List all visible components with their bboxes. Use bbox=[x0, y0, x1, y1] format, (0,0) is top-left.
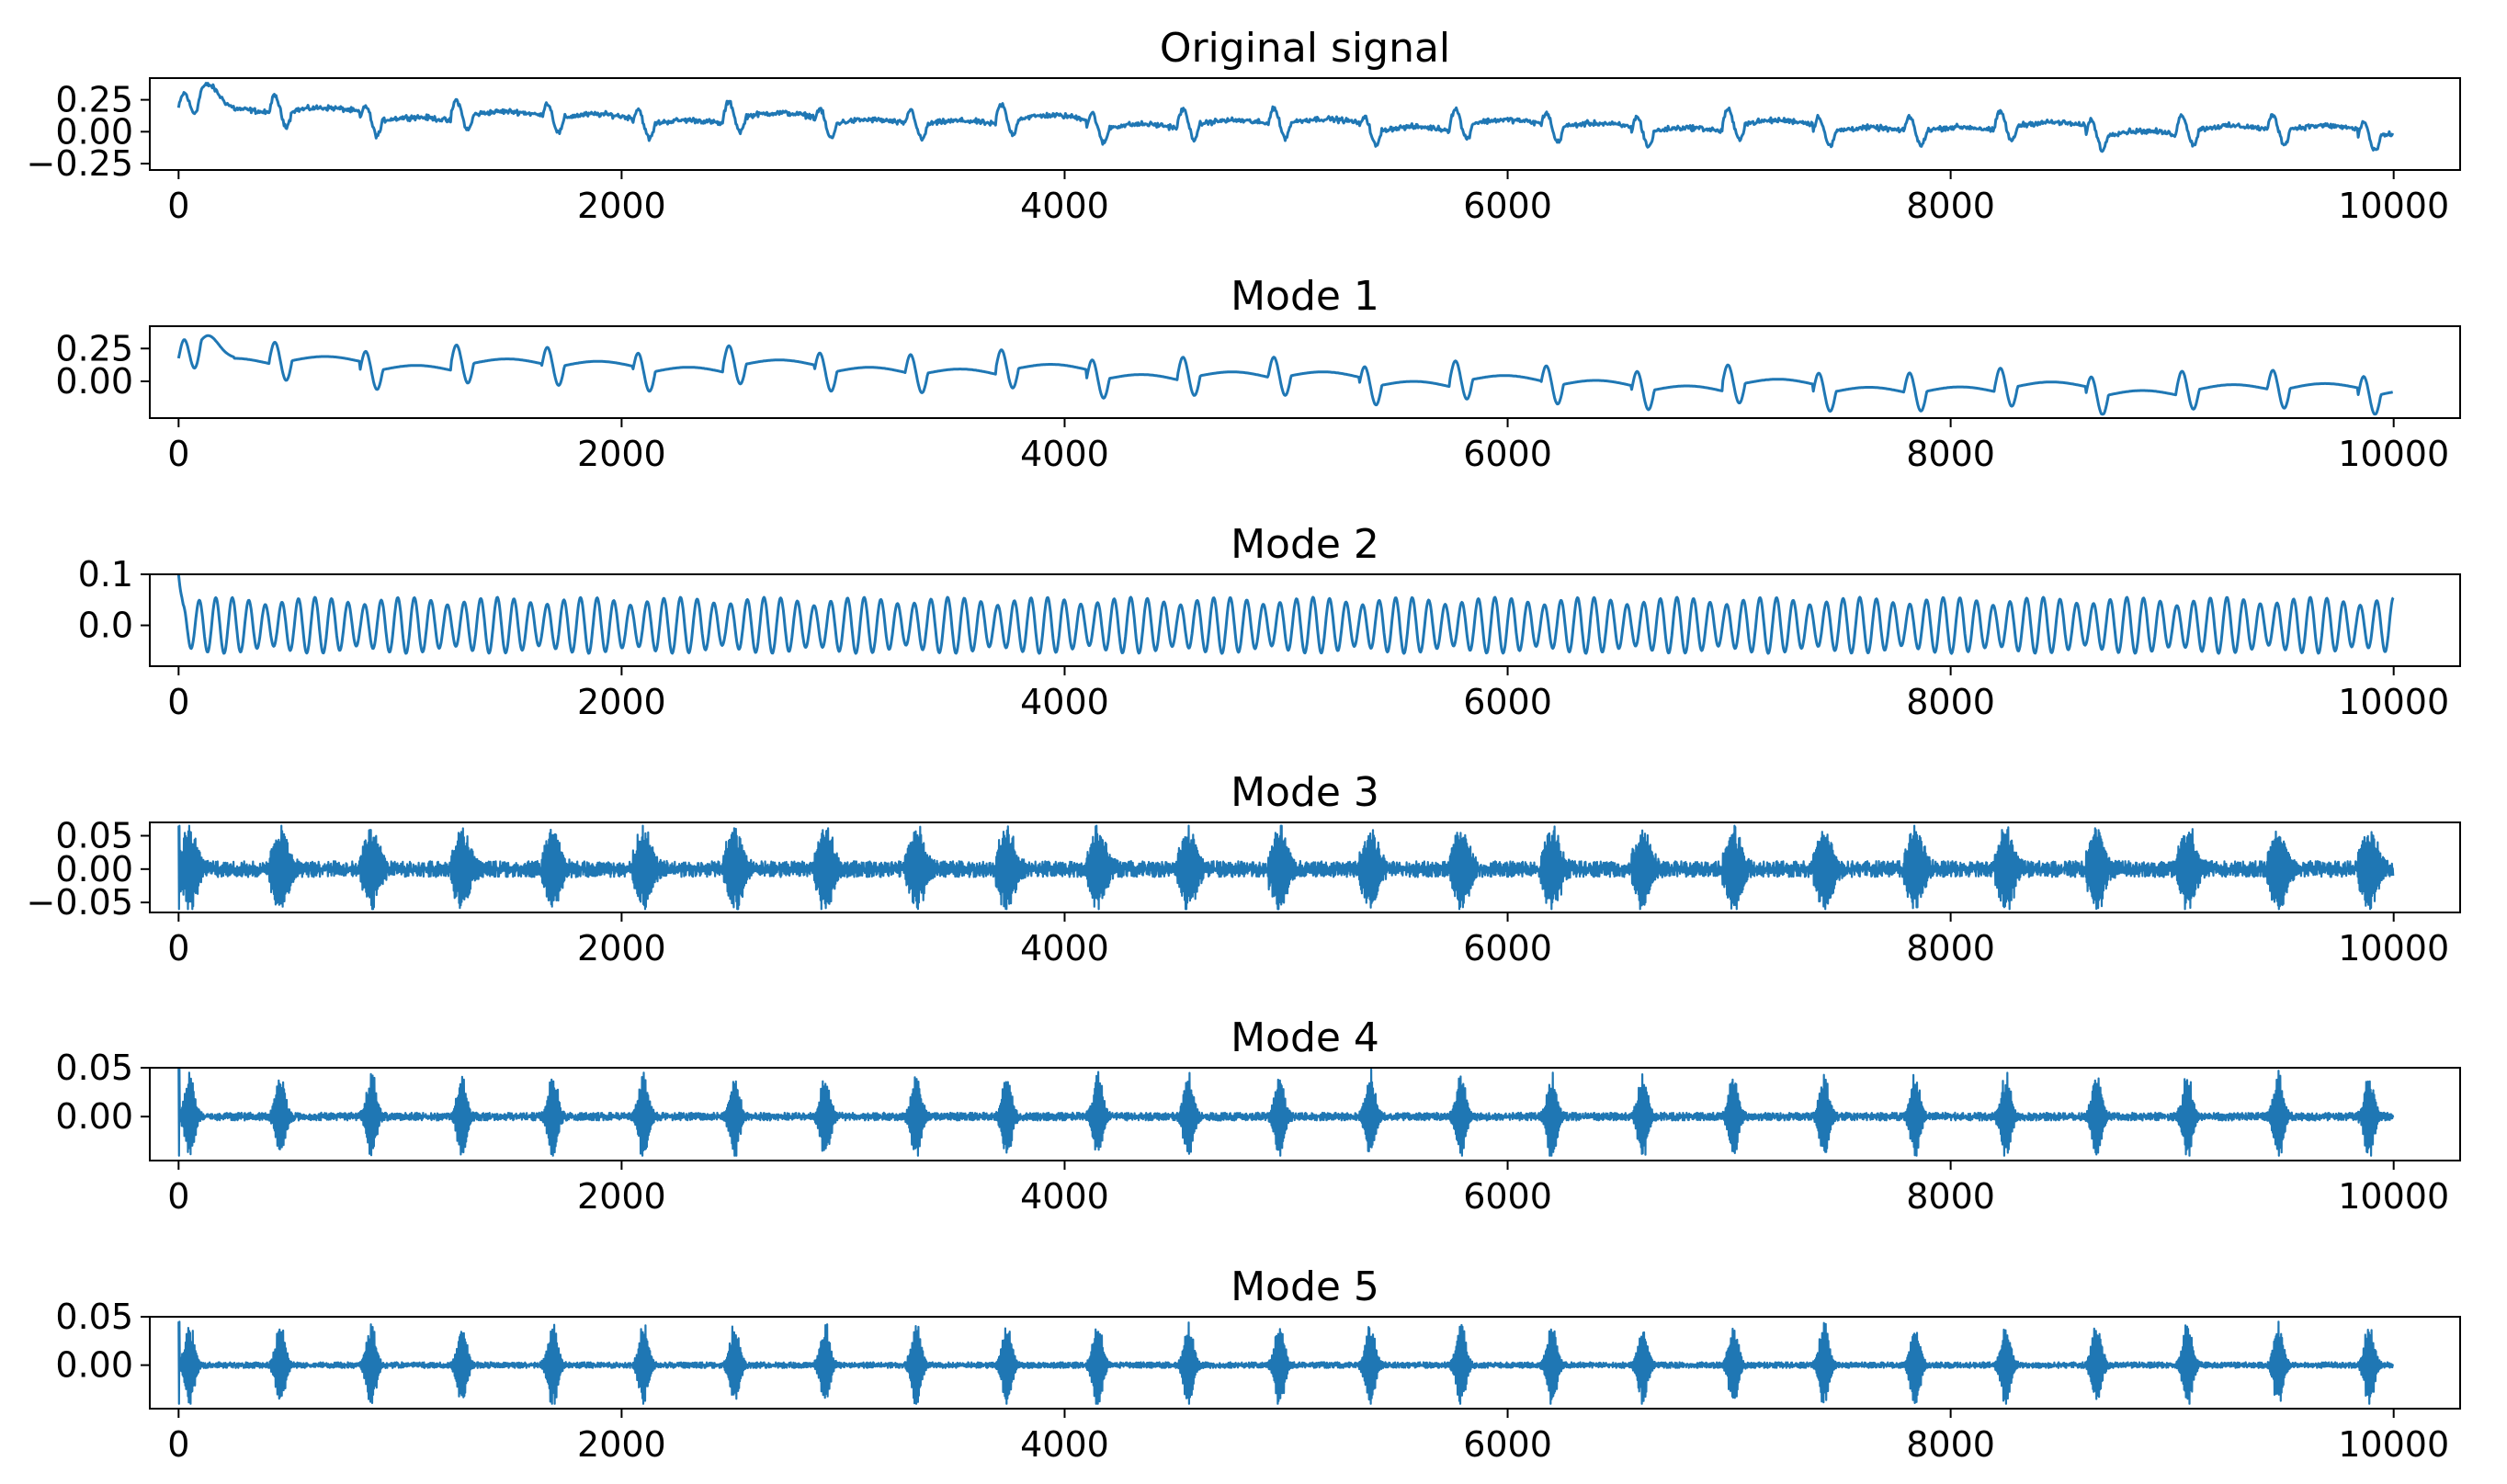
y-tick-label: 0.1 bbox=[78, 554, 133, 595]
y-tick-label: 0.00 bbox=[55, 361, 133, 402]
x-tick-label: 8000 bbox=[1906, 682, 1995, 722]
subplot-title: Original signal bbox=[1160, 25, 1450, 72]
subplot-3: Mode 2 0 2000 4000 6000 8000 10000 0.1 0.0 bbox=[78, 521, 2461, 722]
x-tick-label: 0 bbox=[167, 928, 189, 969]
x-tick-label: 6000 bbox=[1463, 928, 1552, 969]
y-tick-label: 0.05 bbox=[55, 816, 133, 856]
subplot-5: Mode 4 0 2000 4000 6000 8000 10000 0.05 0.00 bbox=[55, 1014, 2461, 1217]
y-tick-label: 0.25 bbox=[55, 328, 133, 368]
x-tick-label: 0 bbox=[167, 682, 189, 722]
signal-series-line bbox=[176, 334, 2394, 416]
y-tick-label: 0.00 bbox=[55, 1096, 133, 1137]
x-tick-label: 2000 bbox=[577, 928, 666, 969]
x-tick-label: 6000 bbox=[1463, 186, 1552, 226]
subplot-title: Mode 1 bbox=[1231, 273, 1379, 320]
axes-frame bbox=[149, 77, 2461, 171]
x-tick-label: 4000 bbox=[1020, 434, 1109, 474]
x-tick-label: 2000 bbox=[577, 1424, 666, 1465]
axes-frame bbox=[149, 821, 2461, 913]
x-tick-label: 4000 bbox=[1020, 928, 1109, 969]
axes-frame bbox=[149, 1067, 2461, 1161]
subplot-title: Mode 4 bbox=[1231, 1014, 1379, 1061]
x-tick-label: 6000 bbox=[1463, 682, 1552, 722]
y-tick-label: 0.05 bbox=[55, 1297, 133, 1337]
subplot-2: Mode 1 0 2000 4000 6000 8000 10000 0.250.00 bbox=[55, 273, 2461, 474]
x-tick-label: 4000 bbox=[1020, 1176, 1109, 1217]
y-tick-label: 0.0 bbox=[78, 606, 133, 646]
x-tick-label: 4000 bbox=[1020, 186, 1109, 226]
subplot-title: Mode 2 bbox=[1231, 521, 1379, 568]
x-tick-label: 0 bbox=[167, 1176, 189, 1217]
x-tick-label: 10000 bbox=[2338, 928, 2449, 969]
x-tick-label: 6000 bbox=[1463, 434, 1552, 474]
x-tick-label: 6000 bbox=[1463, 1176, 1552, 1217]
subplot-6: Mode 5 0 2000 4000 6000 8000 10000 0.05 0.00 bbox=[55, 1263, 2461, 1465]
x-tick-label: 4000 bbox=[1020, 682, 1109, 722]
signal-series-line bbox=[176, 574, 2395, 655]
signal-series-line bbox=[176, 82, 2395, 153]
y-tick-label: 0.00 bbox=[55, 1345, 133, 1386]
x-tick-label: 10000 bbox=[2338, 1424, 2449, 1465]
x-tick-label: 10000 bbox=[2338, 682, 2449, 722]
x-tick-label: 8000 bbox=[1906, 186, 1995, 226]
x-tick-label: 8000 bbox=[1906, 928, 1995, 969]
y-tick-label: 0.05 bbox=[55, 1048, 133, 1088]
axes-frame bbox=[149, 573, 2461, 667]
x-tick-label: 8000 bbox=[1906, 1424, 1995, 1465]
signal-series-line bbox=[177, 1068, 2395, 1157]
x-tick-label: 10000 bbox=[2338, 1176, 2449, 1217]
x-tick-label: 4000 bbox=[1020, 1424, 1109, 1465]
subplot-4: Mode 3 0 2000 4000 6000 8000 10000 0.050.00−0.0… bbox=[27, 769, 2461, 969]
signal-series-line bbox=[177, 1320, 2395, 1405]
x-tick-label: 2000 bbox=[577, 434, 666, 474]
subplot-1: Original signal 0 2000 4000 6000 8000 10000 0.2… bbox=[27, 25, 2461, 226]
axes-frame bbox=[149, 325, 2461, 419]
y-tick-label: 0.00 bbox=[55, 849, 133, 889]
y-tick-label: 0.25 bbox=[55, 80, 133, 120]
subplot-title: Mode 5 bbox=[1231, 1263, 1379, 1310]
y-tick-label: 0.00 bbox=[55, 111, 133, 152]
x-tick-label: 0 bbox=[167, 186, 189, 226]
y-tick-label: −0.25 bbox=[27, 143, 133, 184]
x-tick-label: 0 bbox=[167, 1424, 189, 1465]
x-tick-label: 6000 bbox=[1463, 1424, 1552, 1465]
x-tick-label: 0 bbox=[167, 434, 189, 474]
y-tick-label: −0.05 bbox=[27, 882, 133, 923]
x-tick-label: 10000 bbox=[2338, 186, 2449, 226]
subplot-title: Mode 3 bbox=[1231, 769, 1379, 816]
signal-series-line bbox=[177, 824, 2395, 911]
x-tick-label: 8000 bbox=[1906, 1176, 1995, 1217]
x-tick-label: 8000 bbox=[1906, 434, 1995, 474]
x-tick-label: 2000 bbox=[577, 1176, 666, 1217]
axes-frame bbox=[149, 1316, 2461, 1410]
x-tick-label: 2000 bbox=[577, 682, 666, 722]
x-tick-label: 10000 bbox=[2338, 434, 2449, 474]
x-tick-label: 2000 bbox=[577, 186, 666, 226]
